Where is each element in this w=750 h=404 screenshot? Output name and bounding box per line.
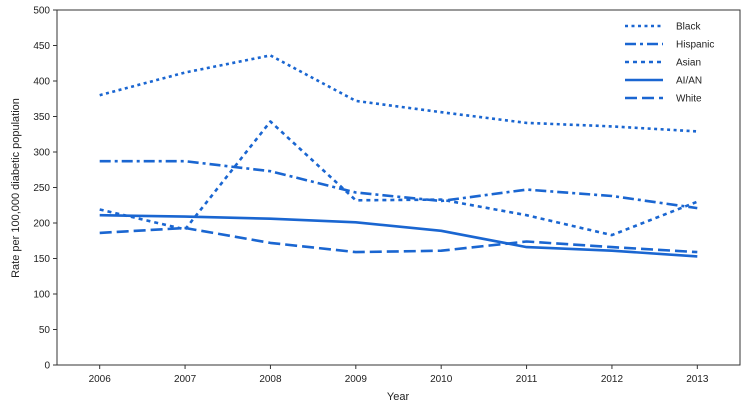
y-tick-label: 150 bbox=[33, 254, 50, 265]
y-tick-label: 450 bbox=[33, 41, 50, 52]
legend-label: AI/AN bbox=[676, 76, 702, 87]
x-tick-label: 2010 bbox=[430, 374, 453, 385]
x-tick-label: 2008 bbox=[259, 374, 282, 385]
x-tick-label: 2011 bbox=[516, 374, 538, 385]
series-line-hispanic bbox=[99, 159, 698, 210]
y-tick-label: 500 bbox=[33, 6, 50, 17]
y-tick-label: 300 bbox=[33, 148, 50, 159]
y-axis: 0 50 100 150 200 250 300 350 400 450 500 bbox=[33, 6, 57, 372]
x-axis-title: Year bbox=[387, 391, 410, 403]
legend-label: Black bbox=[676, 22, 701, 33]
y-tick-label: 400 bbox=[33, 77, 50, 88]
legend-label: Hispanic bbox=[676, 40, 714, 51]
x-tick-label: 2007 bbox=[174, 374, 197, 385]
series-line-asian bbox=[99, 120, 698, 237]
y-tick-label: 0 bbox=[44, 361, 50, 372]
y-tick-label: 50 bbox=[39, 325, 51, 336]
plot-frame bbox=[56, 9, 741, 366]
legend: Black Hispanic Asian AI/AN White bbox=[625, 22, 714, 105]
y-axis-title: Rate per 100,000 diabetic population bbox=[10, 98, 22, 278]
y-tick-label: 350 bbox=[33, 112, 50, 123]
series-line-black bbox=[99, 54, 698, 133]
y-tick-label: 100 bbox=[33, 290, 50, 301]
x-tick-label: 2006 bbox=[89, 374, 112, 385]
series-line-ai-an bbox=[99, 213, 698, 258]
series-lines bbox=[99, 54, 698, 258]
y-tick-label: 200 bbox=[33, 219, 50, 230]
x-axis: 2006 2007 2008 2009 2010 2011 2012 2013 bbox=[89, 365, 709, 385]
legend-label: Asian bbox=[676, 58, 701, 69]
series-line-white bbox=[99, 226, 698, 254]
x-tick-label: 2009 bbox=[345, 374, 368, 385]
x-tick-label: 2012 bbox=[601, 374, 624, 385]
x-tick-label: 2013 bbox=[686, 374, 709, 385]
y-tick-label: 250 bbox=[33, 183, 50, 194]
legend-label: White bbox=[676, 94, 702, 105]
